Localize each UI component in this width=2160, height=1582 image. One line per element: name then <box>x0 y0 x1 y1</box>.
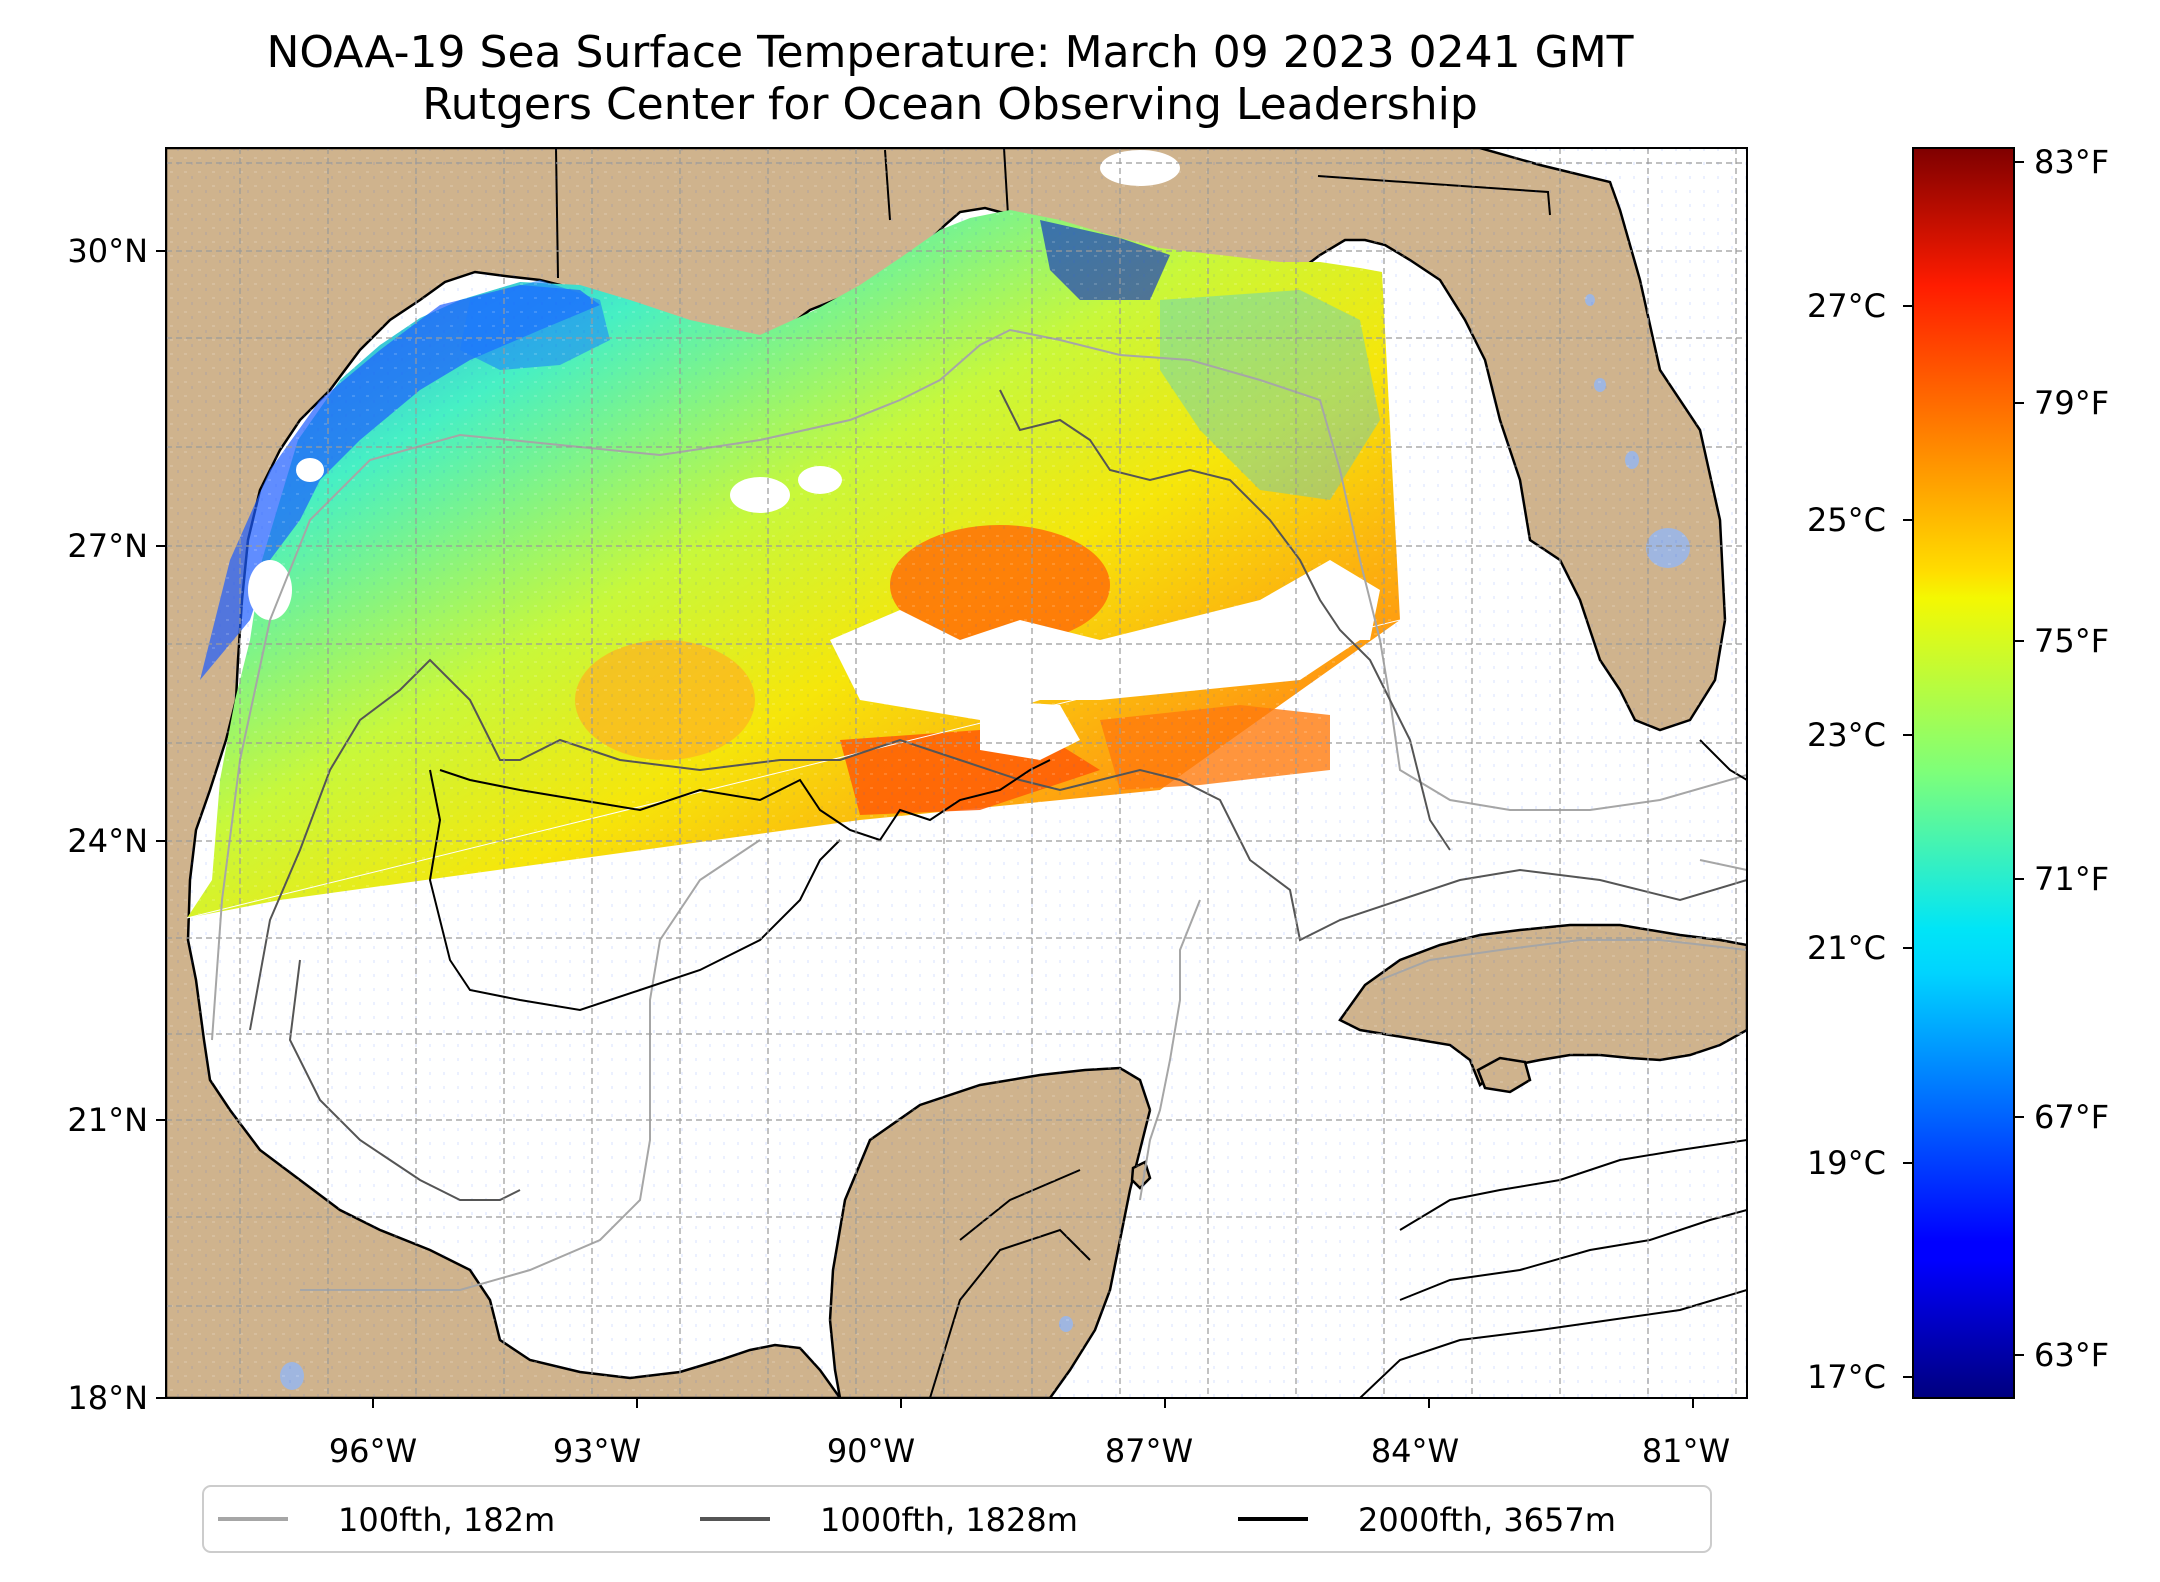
lat-label: 24°N <box>67 822 148 860</box>
legend-label-2000fth: 2000fth, 3657m <box>1358 1501 1616 1539</box>
lon-label: 96°W <box>329 1432 417 1470</box>
legend-label-100fth: 100fth, 182m <box>338 1501 555 1539</box>
contour-1000fth <box>249 658 1747 1031</box>
fahrenheit-label: 75°F <box>2034 622 2109 660</box>
colorbar: 27°C 25°C 23°C 21°C 19°C 17°C 83°F 79°F … <box>1807 143 2109 1399</box>
lat-label: 18°N <box>67 1379 148 1417</box>
celsius-label: 19°C <box>1807 1144 1886 1182</box>
fahrenheit-label: 83°F <box>2034 143 2109 181</box>
graticule <box>166 148 1747 1398</box>
celsius-labels: 27°C 25°C 23°C 21°C 19°C 17°C <box>1807 287 1886 1396</box>
fahrenheit-label: 71°F <box>2034 860 2109 898</box>
lat-label: 27°N <box>67 527 148 565</box>
lon-label: 93°W <box>553 1432 641 1470</box>
map-subtitle: Rutgers Center for Ocean Observing Leade… <box>422 79 1478 130</box>
celsius-label: 17°C <box>1807 1358 1886 1396</box>
colorbar-gradient <box>1912 147 2015 1399</box>
legend-label-1000fth: 1000fth, 1828m <box>820 1501 1078 1539</box>
cloud-gaps <box>248 150 1380 760</box>
fahrenheit-label: 63°F <box>2034 1336 2109 1374</box>
celsius-label: 27°C <box>1807 287 1886 325</box>
celsius-label: 23°C <box>1807 716 1886 754</box>
fahrenheit-labels: 83°F 79°F 75°F 71°F 67°F 63°F <box>2034 143 2109 1374</box>
contour-2000fth <box>439 759 1051 842</box>
celsius-tick-marks <box>1903 305 1913 1378</box>
lat-tick-marks <box>156 250 166 1399</box>
lon-labels: 96°W 93°W 90°W 87°W 84°W 81°W <box>329 1432 1730 1470</box>
bathymetry <box>211 328 1747 1398</box>
map-frame <box>165 147 1748 1399</box>
sst-swath-outline <box>186 619 1401 919</box>
legend-box <box>202 1485 1712 1553</box>
lon-label: 84°W <box>1371 1432 1459 1470</box>
lon-label: 90°W <box>827 1432 915 1470</box>
lon-label: 87°W <box>1105 1432 1193 1470</box>
lat-label: 21°N <box>67 1101 148 1139</box>
fahrenheit-label: 79°F <box>2034 384 2109 422</box>
map-panel <box>166 148 1747 1398</box>
lon-tick-marks <box>372 1398 1694 1408</box>
legend: 100fth, 182m 1000fth, 1828m 2000fth, 365… <box>202 1485 1712 1553</box>
celsius-label: 25°C <box>1807 501 1886 539</box>
fahrenheit-label: 67°F <box>2034 1098 2109 1136</box>
lat-labels: 30°N 27°N 24°N 21°N 18°N <box>67 232 148 1417</box>
map-title: NOAA-19 Sea Surface Temperature: March 0… <box>266 27 1634 78</box>
lon-label: 81°W <box>1642 1432 1730 1470</box>
celsius-label: 21°C <box>1807 929 1886 967</box>
lat-label: 30°N <box>67 232 148 270</box>
fahrenheit-tick-marks <box>2014 161 2024 1356</box>
sst-swath <box>166 148 1747 1398</box>
contour-100fth <box>211 328 1747 1041</box>
